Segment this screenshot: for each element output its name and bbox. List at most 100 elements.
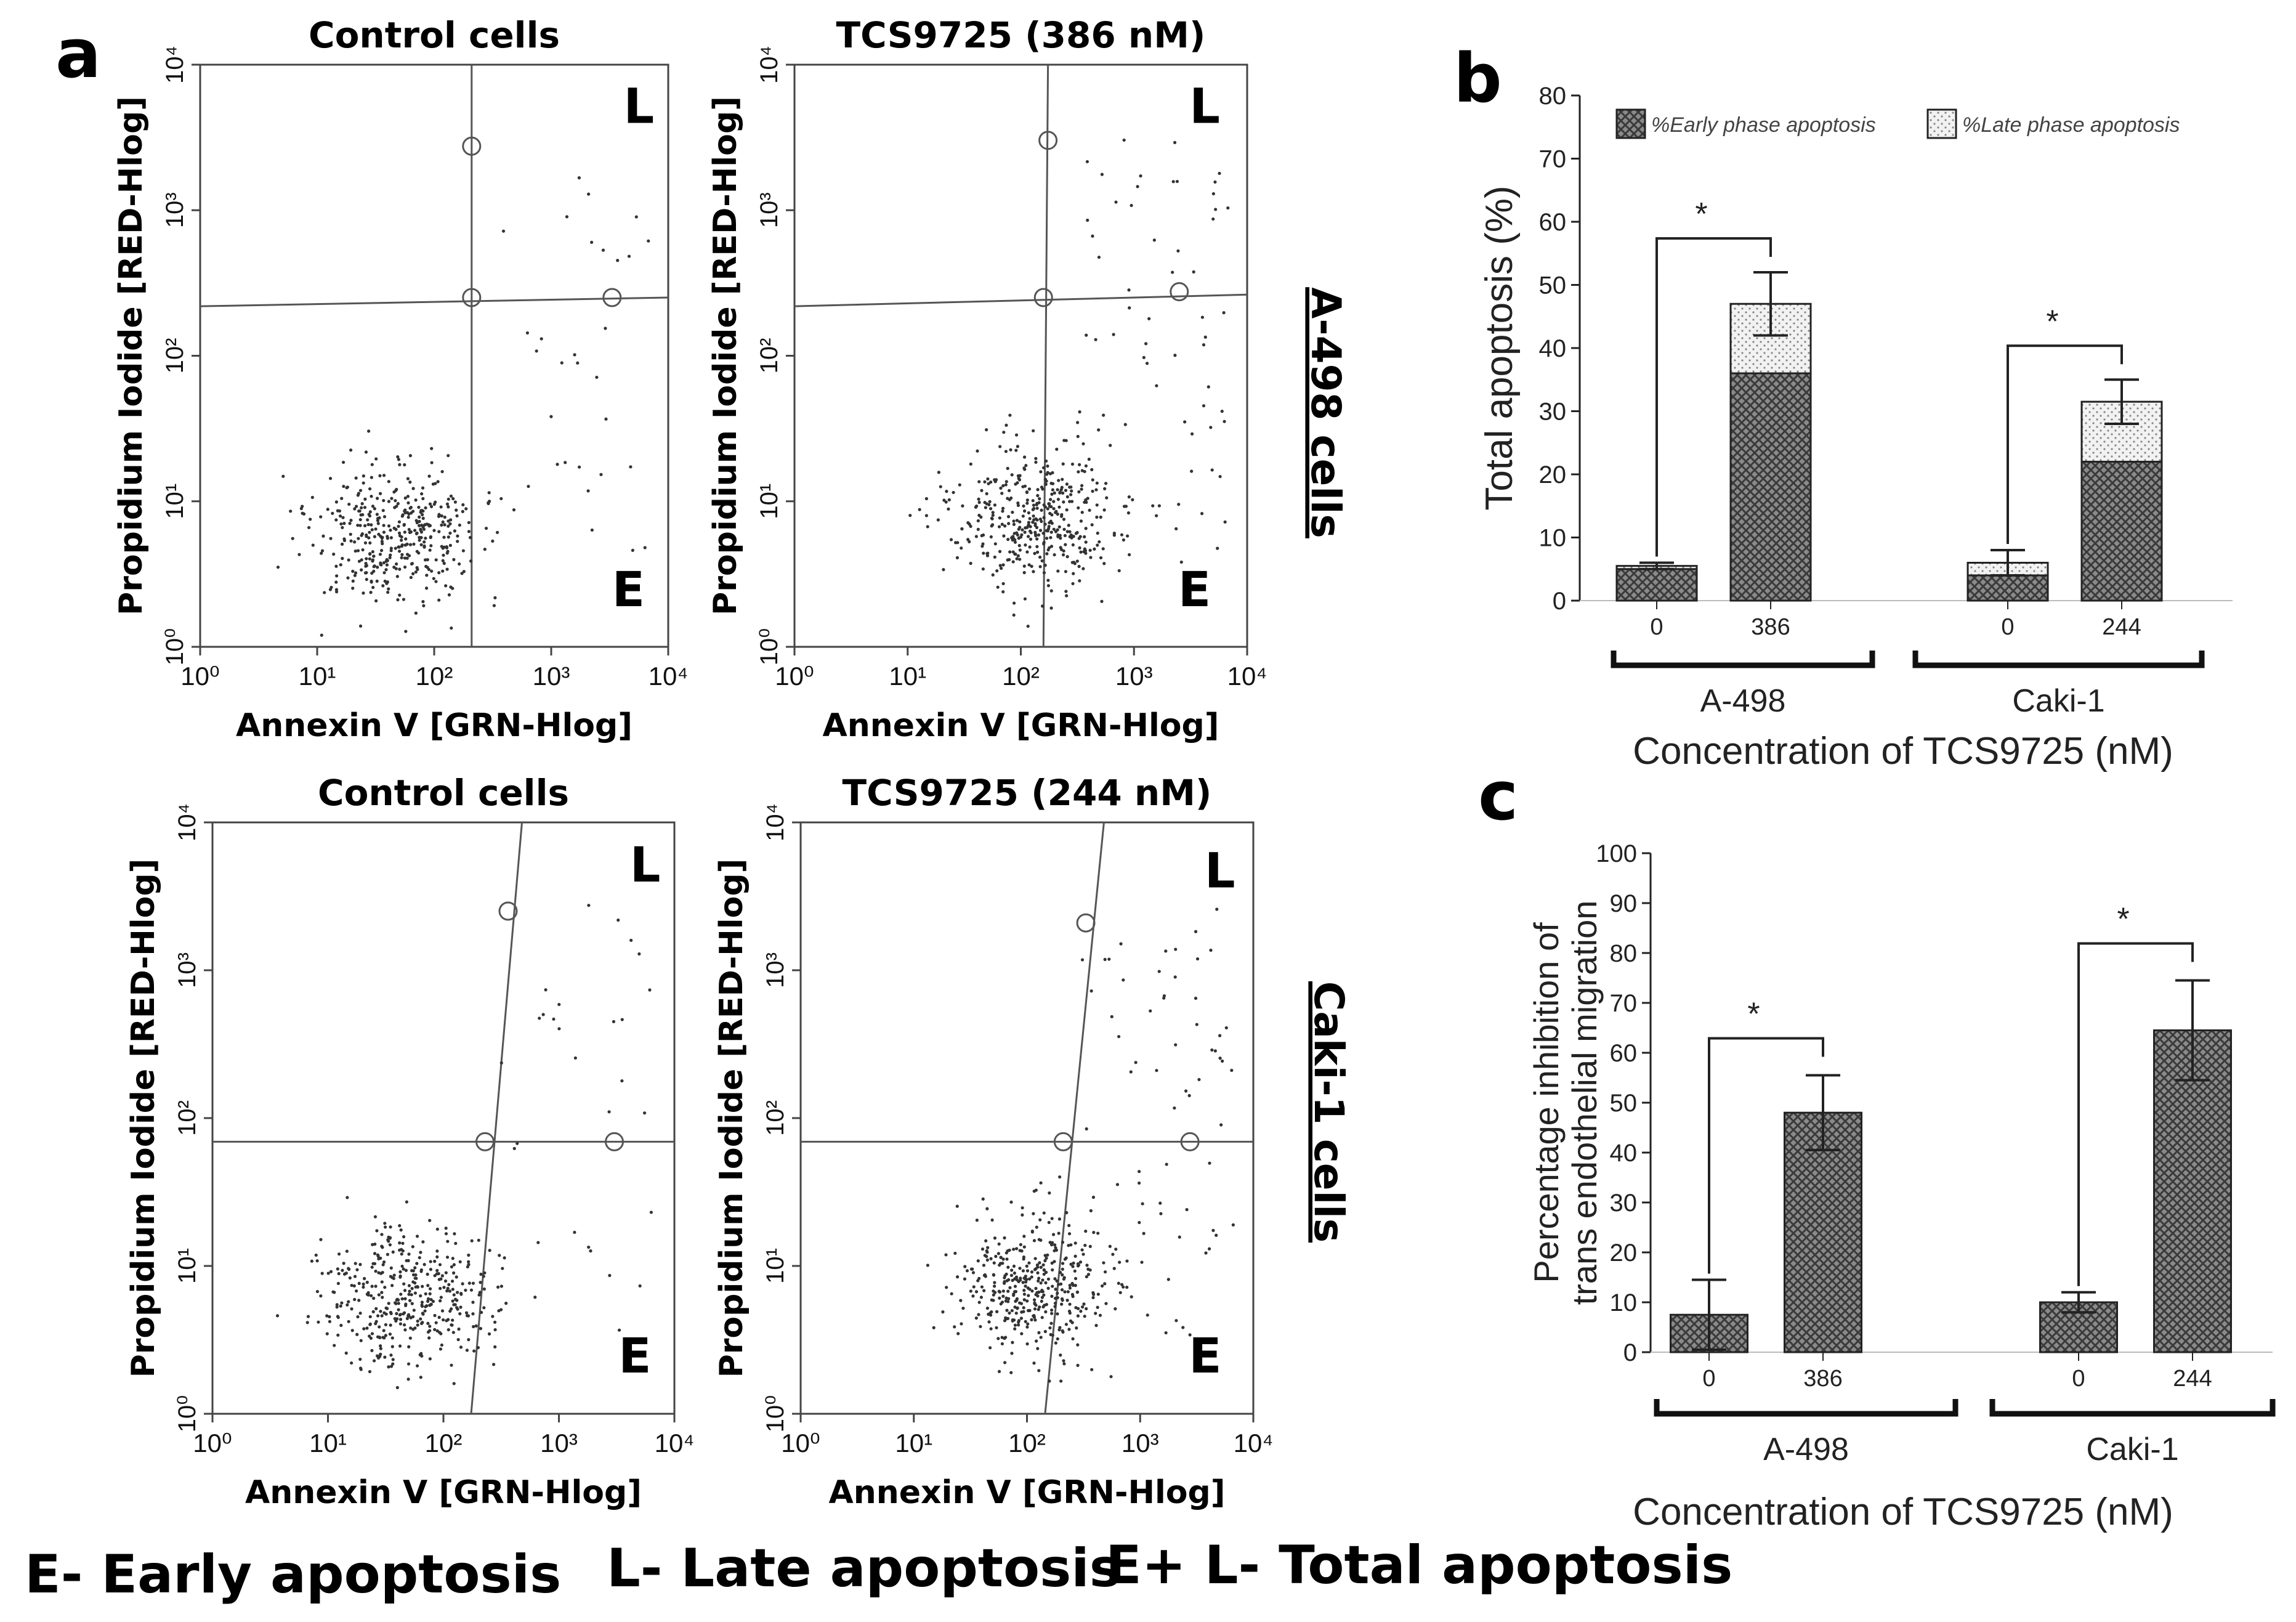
event-dot xyxy=(359,1368,363,1371)
event-dot xyxy=(407,527,411,532)
event-dot xyxy=(629,465,633,469)
flow-plot-a498-treated: TCS9725 (386 nM)10⁰ 10¹ 10² 10³ 10⁴10⁰10¹10²… xyxy=(707,14,1267,744)
event-dot xyxy=(587,904,591,907)
event-dot xyxy=(1036,488,1040,492)
event-dot xyxy=(418,519,421,524)
event-dot xyxy=(1028,545,1032,549)
event-dot xyxy=(424,537,427,540)
event-dot xyxy=(387,1365,390,1369)
event-dot xyxy=(1157,504,1161,508)
event-dot xyxy=(1097,428,1101,432)
event-dot xyxy=(980,545,984,548)
event-dot xyxy=(1220,410,1224,413)
panel-letter-a: a xyxy=(55,14,101,93)
event-dot xyxy=(924,497,928,501)
event-dot xyxy=(370,476,373,479)
event-dot xyxy=(471,1281,475,1285)
event-dot xyxy=(1171,180,1175,184)
event-dot xyxy=(1030,1270,1034,1274)
event-dot xyxy=(389,1310,393,1315)
event-dot xyxy=(1096,1231,1100,1235)
event-dot xyxy=(1052,527,1056,531)
event-dot xyxy=(945,490,948,493)
event-dot xyxy=(1057,1217,1062,1221)
event-dot xyxy=(1035,537,1039,541)
event-dot xyxy=(479,1272,483,1276)
event-dot xyxy=(493,596,497,599)
event-dot xyxy=(981,533,985,537)
event-dot xyxy=(299,506,303,511)
event-dot xyxy=(357,509,361,513)
event-dot xyxy=(419,1317,422,1321)
event-dot xyxy=(423,1309,427,1313)
event-dot xyxy=(443,523,447,527)
event-dot xyxy=(552,1017,556,1021)
event-dot xyxy=(491,539,495,543)
event-dot xyxy=(461,503,465,506)
event-dot xyxy=(627,254,631,258)
event-dot xyxy=(1178,1235,1181,1239)
event-dot xyxy=(487,491,491,495)
event-dot xyxy=(1089,989,1093,993)
event-dot xyxy=(412,542,416,546)
event-dot xyxy=(479,1327,483,1331)
event-dot xyxy=(1067,1223,1071,1228)
event-dot xyxy=(374,527,378,531)
event-dot xyxy=(1004,450,1008,453)
event-dot xyxy=(1016,1306,1019,1310)
event-dot xyxy=(353,1275,357,1278)
event-dot xyxy=(1095,515,1099,519)
event-dot xyxy=(380,1314,384,1318)
event-dot xyxy=(983,480,987,484)
event-dot xyxy=(437,513,441,516)
event-dot xyxy=(1021,485,1025,489)
event-dot xyxy=(1062,549,1065,553)
x-tick-label: 10¹ xyxy=(309,1429,347,1458)
event-dot xyxy=(1041,1263,1045,1267)
row-label-a498: A-498 cells xyxy=(1302,287,1349,538)
y-axis-title: trans endothelial migration xyxy=(1565,901,1604,1305)
event-dot xyxy=(372,1359,376,1363)
event-dot xyxy=(969,524,972,529)
event-dot xyxy=(1184,1089,1188,1093)
gate-handle xyxy=(1033,288,1053,307)
event-dot xyxy=(576,361,580,365)
event-dot xyxy=(428,1287,432,1291)
y-tick-label: 80 xyxy=(1610,940,1638,967)
event-dot xyxy=(1210,1048,1214,1052)
event-dot xyxy=(1042,571,1046,575)
event-dot xyxy=(1030,1230,1034,1234)
event-dot xyxy=(1120,533,1124,537)
event-dot xyxy=(1055,447,1059,451)
event-dot xyxy=(941,1310,945,1314)
event-dot xyxy=(908,514,912,517)
event-dot xyxy=(1011,560,1015,564)
event-dot xyxy=(433,1328,437,1331)
event-dot xyxy=(1041,532,1045,535)
event-dot xyxy=(1138,1170,1141,1174)
event-dot xyxy=(1006,466,1009,470)
event-dot xyxy=(1091,234,1094,238)
event-dot xyxy=(393,506,397,509)
event-dot xyxy=(358,489,363,492)
event-dot xyxy=(364,450,368,454)
event-dot xyxy=(368,510,372,514)
event-dot xyxy=(1001,582,1005,586)
event-dot xyxy=(1018,548,1022,552)
event-dot xyxy=(501,229,506,233)
event-dot xyxy=(443,515,447,519)
event-dot xyxy=(427,567,430,571)
event-dot xyxy=(1017,1319,1021,1323)
event-dot xyxy=(1039,1336,1043,1339)
event-dot xyxy=(479,1281,482,1284)
event-dot xyxy=(992,1289,995,1293)
y-tick-label: 10⁴ xyxy=(161,46,188,84)
event-dot xyxy=(959,1299,963,1302)
event-dot xyxy=(388,1236,392,1240)
event-dot xyxy=(358,1263,362,1267)
event-dot xyxy=(616,918,620,922)
event-dot xyxy=(329,537,333,540)
event-dot xyxy=(1085,500,1088,504)
event-dot xyxy=(1221,1059,1224,1063)
